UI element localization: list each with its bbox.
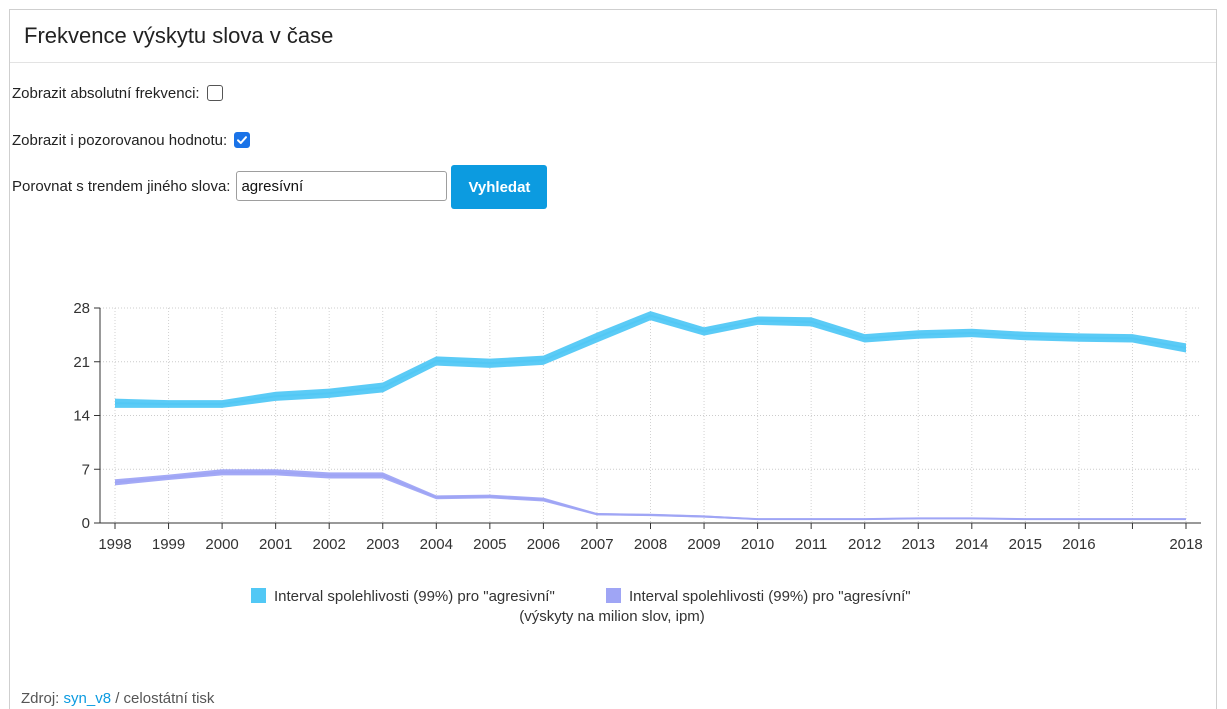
y-tick-label: 14 [73, 408, 90, 425]
x-tick-label: 2016 [1062, 536, 1095, 553]
absolute-frequency-row: Zobrazit absolutní frekvenci: [12, 83, 223, 103]
x-tick-label: 2014 [955, 536, 988, 553]
x-tick-label: 2005 [473, 536, 506, 553]
x-tick-label: 1999 [152, 536, 185, 553]
x-tick-label: 2012 [848, 536, 881, 553]
observed-value-checkbox[interactable] [234, 132, 251, 148]
corpus-link[interactable]: syn_v8 [63, 690, 112, 707]
series-band-2 [115, 469, 1186, 520]
x-tick-label: 2006 [527, 536, 560, 553]
y-tick-label: 0 [82, 515, 90, 532]
checkmark-icon [237, 136, 248, 144]
source-suffix: / celostátní tisk [111, 690, 215, 707]
observed-value-row: Zobrazit i pozorovanou hodnotu: [12, 130, 251, 150]
legend-swatch-1 [251, 588, 266, 603]
legend-label-2: Interval spolehlivosti (99%) pro "agresí… [629, 588, 911, 605]
x-tick-label: 2018 [1169, 536, 1202, 553]
legend-label-1: Interval spolehlivosti (99%) pro "agresi… [274, 588, 555, 605]
x-tick-label: 2003 [366, 536, 399, 553]
compare-word-input[interactable] [236, 171, 448, 201]
panel-title: Frekvence výskytu slova v čase [10, 10, 1216, 63]
x-tick-label: 1998 [98, 536, 131, 553]
observed-value-label: Zobrazit i pozorovanou hodnotu: [12, 131, 228, 149]
x-tick-label: 2004 [420, 536, 453, 553]
absolute-frequency-label: Zobrazit absolutní frekvenci: [12, 84, 200, 102]
legend-swatch-2 [606, 588, 621, 603]
x-tick-label: 2010 [741, 536, 774, 553]
y-tick-label: 7 [82, 461, 90, 478]
source-footer: Zdroj: syn_v8 / celostátní tisk [21, 690, 214, 707]
compare-label: Porovnat s trendem jiného slova: [12, 177, 231, 195]
x-tick-label: 2009 [687, 536, 720, 553]
series-line-1 [114, 314, 1187, 405]
x-tick-label: 2011 [795, 536, 827, 553]
x-tick-label: 2013 [902, 536, 935, 553]
x-tick-label: 2001 [259, 536, 292, 553]
x-tick-label: 2007 [580, 536, 613, 553]
y-tick-label: 21 [73, 354, 90, 371]
y-tick-label: 28 [73, 300, 90, 317]
compare-row: Porovnat s trendem jiného slova: Vyhleda… [12, 165, 548, 209]
x-tick-label: 2015 [1009, 536, 1042, 553]
search-button[interactable]: Vyhledat [451, 165, 548, 209]
unit-label: (výskyty na milion slov, ipm) [519, 608, 705, 625]
source-prefix: Zdroj: [21, 690, 64, 707]
x-tick-label: 2002 [313, 536, 346, 553]
absolute-frequency-checkbox[interactable] [206, 85, 223, 101]
x-tick-label: 2000 [205, 536, 238, 553]
x-tick-label: 2008 [634, 536, 667, 553]
series-line-2 [114, 471, 1186, 521]
